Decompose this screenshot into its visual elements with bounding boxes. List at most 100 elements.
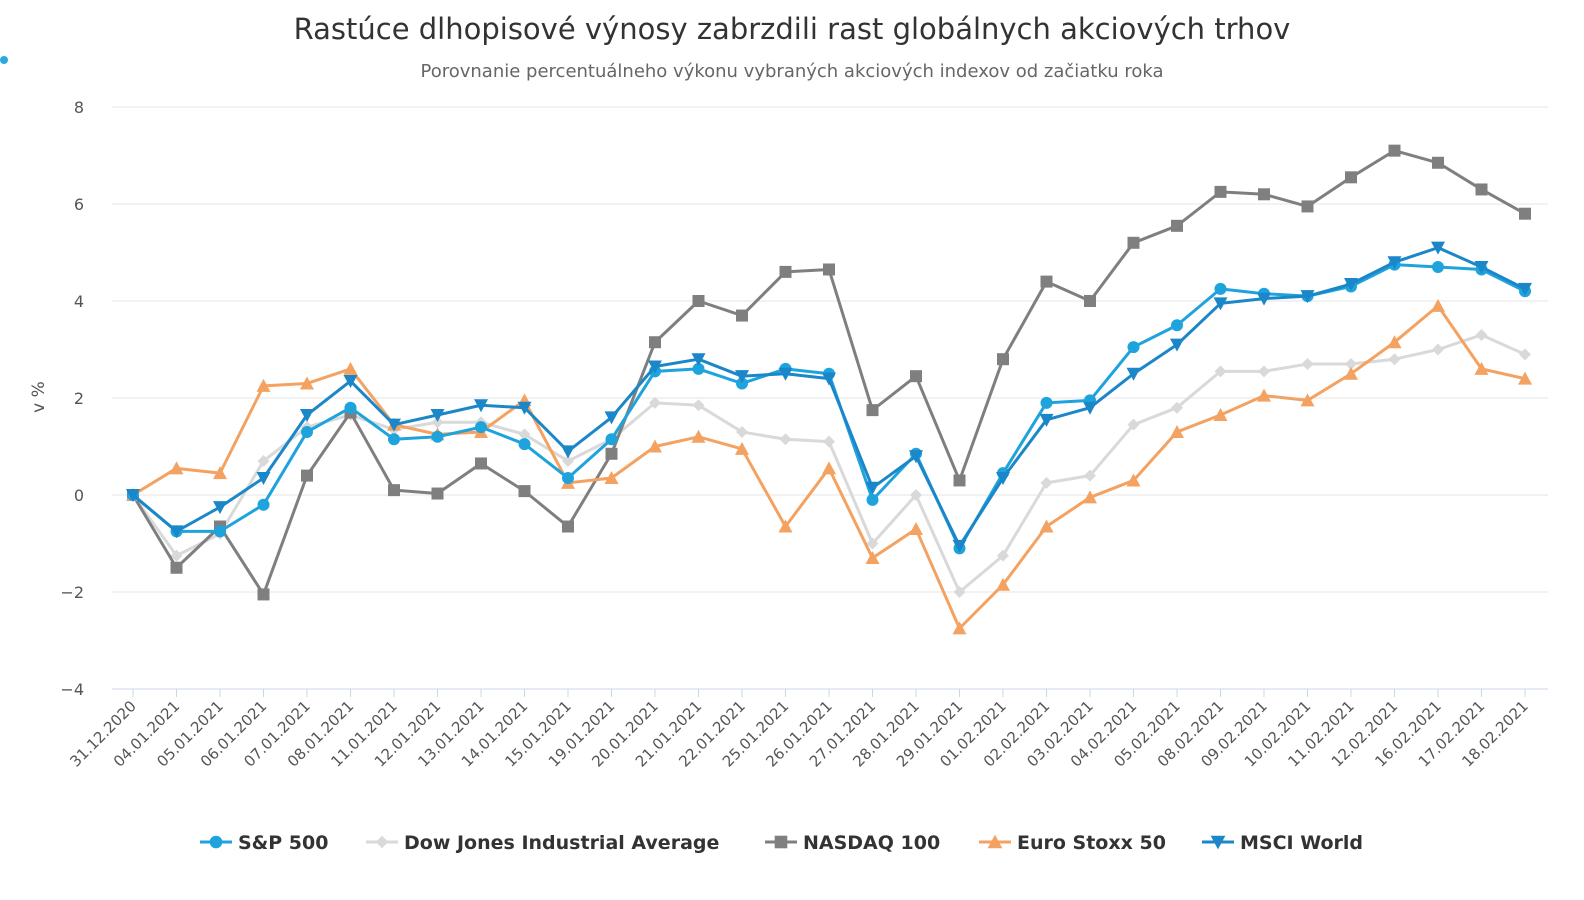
data-point[interactable] [1345, 171, 1357, 184]
data-point[interactable] [1039, 519, 1054, 533]
data-point[interactable] [866, 404, 879, 417]
data-point[interactable] [1387, 335, 1402, 349]
data-point[interactable] [996, 577, 1010, 591]
data-point[interactable] [1301, 200, 1314, 213]
data-point[interactable] [1431, 241, 1445, 255]
data-point[interactable] [1214, 185, 1227, 198]
data-point[interactable] [736, 377, 748, 390]
data-point[interactable] [562, 520, 574, 533]
data-point[interactable] [953, 586, 966, 598]
data-point[interactable] [300, 376, 314, 390]
data-point[interactable] [475, 457, 487, 470]
data-point[interactable] [562, 455, 574, 468]
data-point[interactable] [475, 421, 487, 434]
data-point[interactable] [1475, 328, 1488, 341]
data-point[interactable] [822, 372, 836, 386]
data-point[interactable] [1126, 367, 1141, 381]
series-line[interactable] [132, 263, 1526, 550]
data-point[interactable] [126, 489, 140, 502]
data-point[interactable] [170, 549, 183, 562]
data-point[interactable] [1431, 298, 1445, 312]
data-point[interactable] [648, 360, 662, 374]
data-point[interactable] [431, 416, 444, 429]
legend-item[interactable]: MSCI World [1202, 832, 1363, 854]
data-point[interactable] [474, 399, 488, 413]
data-point[interactable] [778, 519, 793, 533]
data-point[interactable] [169, 525, 184, 539]
data-point[interactable] [910, 370, 922, 383]
data-point[interactable] [1388, 353, 1401, 366]
data-point[interactable] [301, 425, 313, 438]
data-point[interactable] [774, 835, 788, 849]
data-point[interactable] [1475, 183, 1488, 196]
data-point[interactable] [209, 835, 223, 849]
data-point[interactable] [375, 835, 389, 849]
data-point[interactable] [1518, 371, 1532, 385]
data-point[interactable] [604, 471, 619, 485]
data-point[interactable] [1300, 290, 1315, 304]
data-point[interactable] [649, 336, 661, 349]
data-point[interactable] [1170, 424, 1184, 438]
data-point[interactable] [518, 485, 531, 498]
data-point[interactable] [561, 445, 575, 459]
series-msci-world[interactable] [126, 241, 1532, 553]
data-point[interactable] [736, 425, 748, 438]
data-point[interactable] [518, 438, 531, 451]
data-point[interactable] [779, 433, 792, 446]
data-point[interactable] [691, 429, 706, 443]
data-point[interactable] [996, 472, 1010, 486]
data-point[interactable] [1432, 261, 1444, 274]
data-point[interactable] [778, 367, 793, 381]
data-point[interactable] [169, 461, 184, 475]
data-point[interactable] [952, 539, 967, 553]
data-point[interactable] [1039, 413, 1054, 427]
data-point[interactable] [1083, 490, 1097, 504]
data-point[interactable] [1345, 358, 1357, 371]
data-point[interactable] [691, 353, 706, 367]
data-point[interactable] [736, 309, 748, 322]
data-point[interactable] [257, 455, 270, 468]
data-point[interactable] [1519, 348, 1531, 361]
data-point[interactable] [648, 439, 662, 453]
data-point[interactable] [344, 401, 357, 414]
data-point[interactable] [823, 263, 835, 276]
data-point[interactable] [1127, 236, 1140, 249]
data-point[interactable] [866, 537, 879, 550]
data-point[interactable] [1170, 338, 1184, 352]
data-point[interactable] [910, 489, 922, 501]
data-point[interactable] [1257, 388, 1271, 402]
series-euro-stoxx-50[interactable] [126, 298, 1532, 635]
data-point[interactable] [1258, 188, 1270, 201]
data-point[interactable] [735, 370, 749, 384]
data-point[interactable] [1432, 156, 1444, 169]
data-point[interactable] [987, 834, 1003, 849]
data-point[interactable] [431, 487, 444, 500]
menu-dot-icon[interactable] [0, 56, 8, 64]
data-point[interactable] [779, 265, 792, 278]
data-point[interactable] [170, 561, 183, 574]
data-point[interactable] [692, 399, 705, 412]
data-point[interactable] [213, 501, 227, 515]
data-point[interactable] [1214, 365, 1227, 378]
data-point[interactable] [388, 484, 400, 497]
data-point[interactable] [1518, 282, 1532, 296]
data-point[interactable] [257, 498, 270, 511]
data-point[interactable] [518, 428, 531, 441]
data-point[interactable] [1040, 396, 1053, 409]
data-point[interactable] [1213, 297, 1228, 311]
data-point[interactable] [1040, 275, 1053, 288]
data-point[interactable] [1127, 341, 1140, 354]
data-point[interactable] [343, 375, 358, 389]
data-point[interactable] [213, 466, 227, 480]
data-point[interactable] [301, 469, 313, 482]
legend-item[interactable]: S&P 500 [200, 832, 328, 854]
data-point[interactable] [1388, 144, 1401, 157]
data-point[interactable] [692, 362, 705, 375]
legend-item[interactable]: Euro Stoxx 50 [979, 832, 1166, 854]
data-point[interactable] [1171, 219, 1183, 232]
data-point[interactable] [1084, 469, 1096, 482]
data-point[interactable] [1474, 261, 1489, 275]
data-point[interactable] [1432, 343, 1444, 356]
data-point[interactable] [605, 447, 618, 460]
data-point[interactable] [1387, 256, 1402, 270]
